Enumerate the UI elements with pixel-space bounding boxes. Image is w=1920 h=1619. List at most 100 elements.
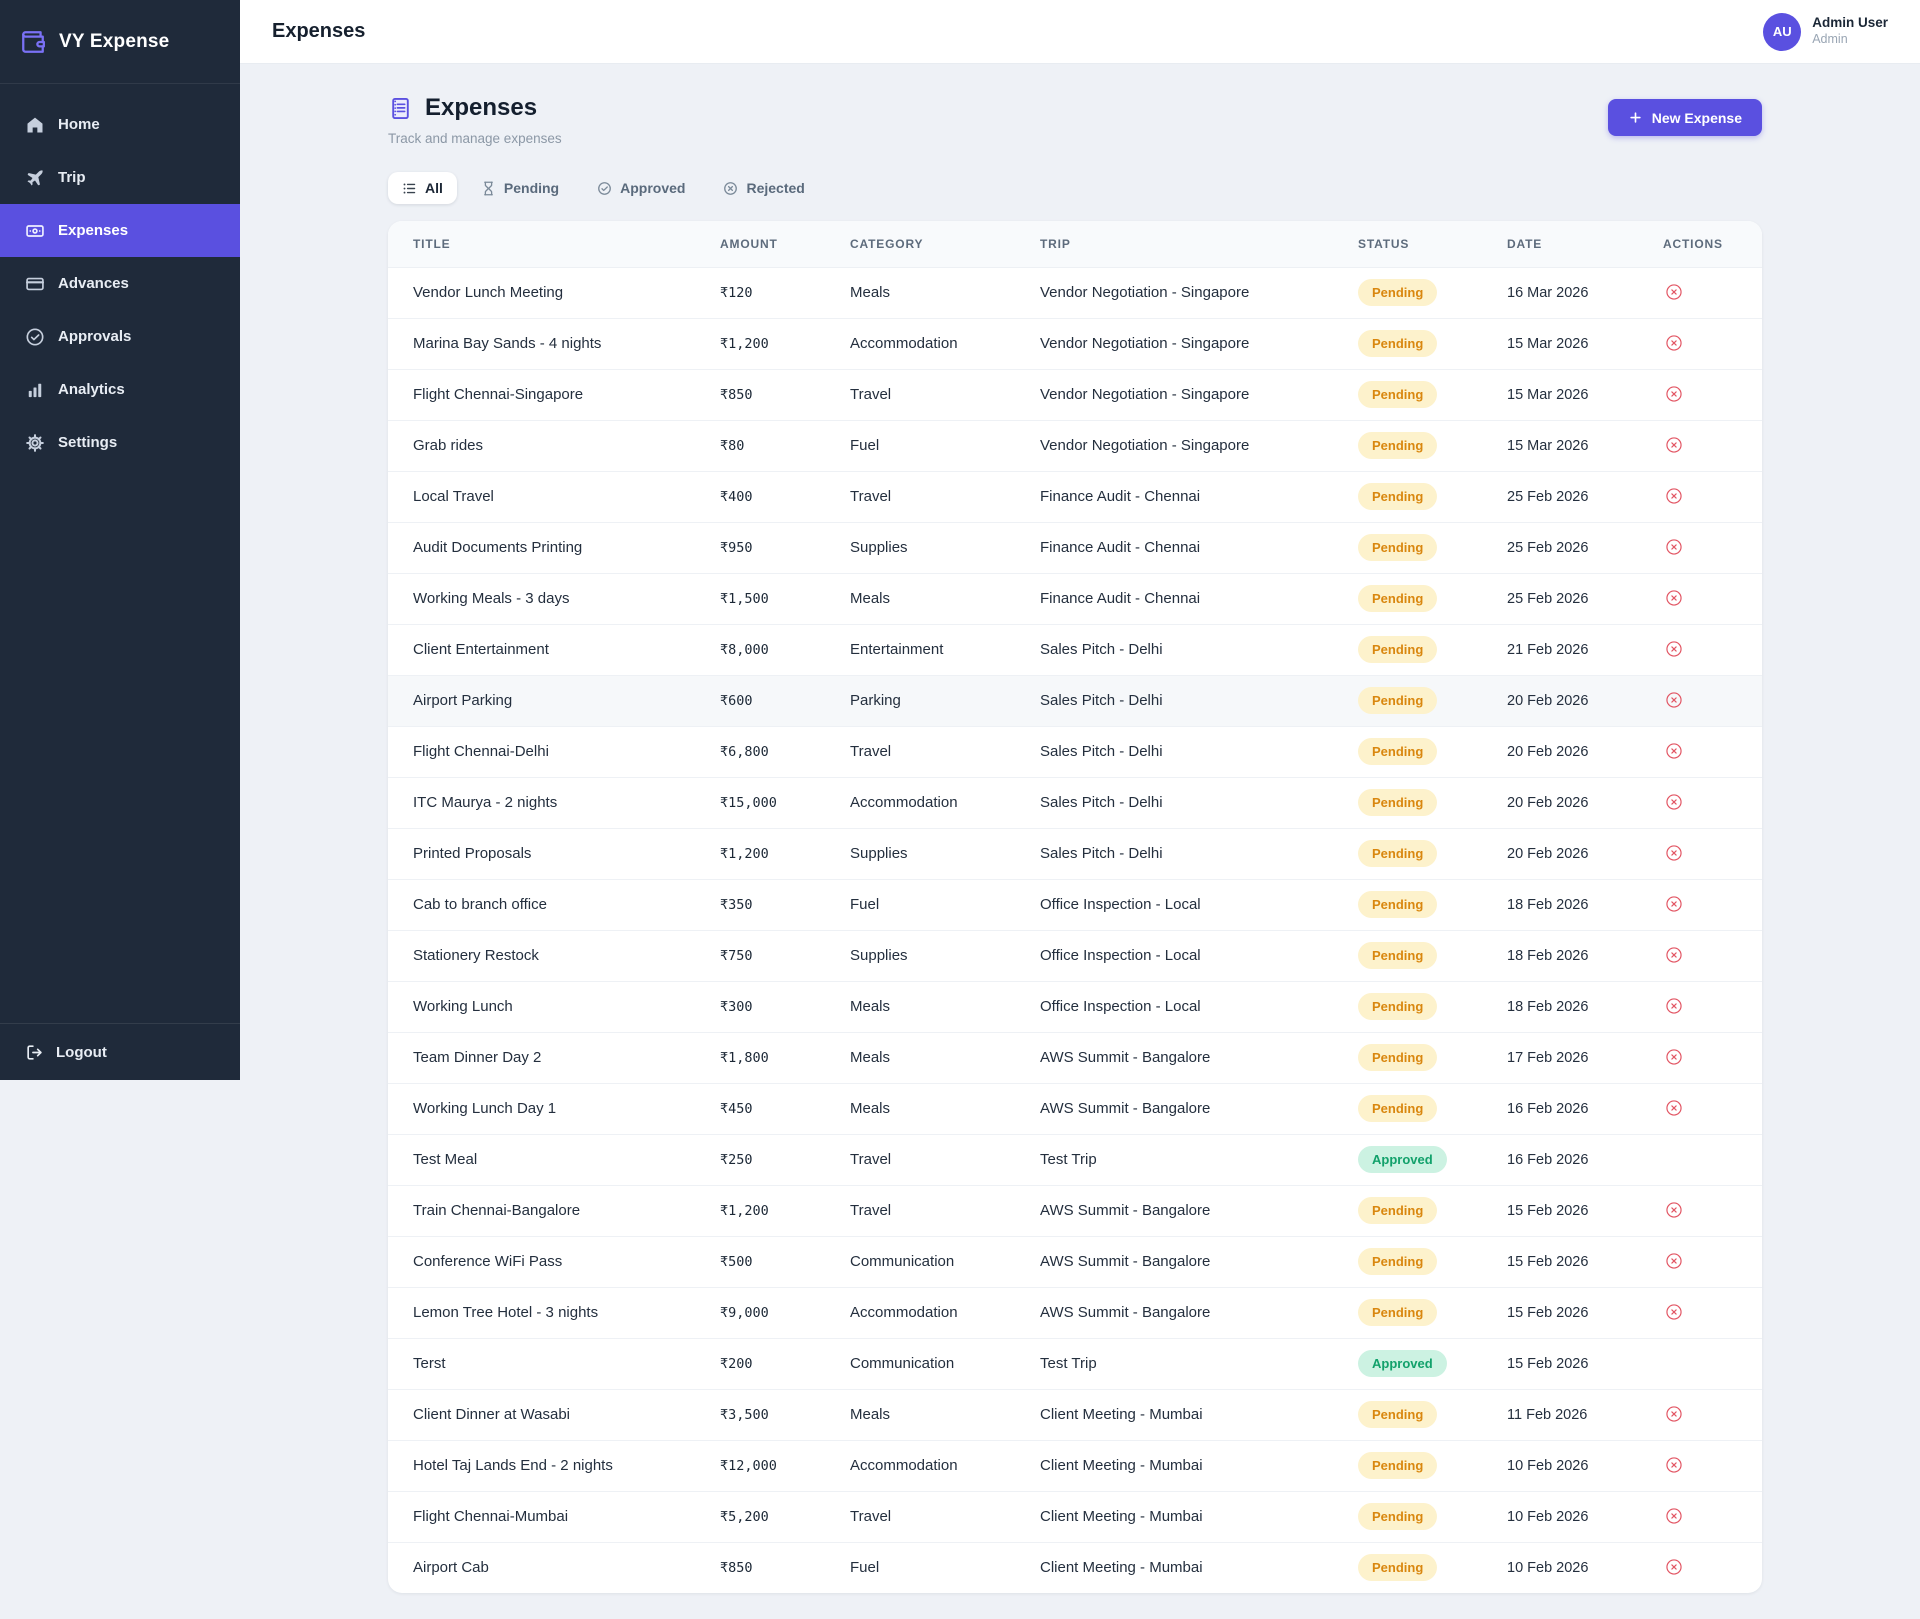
circle-x-icon bbox=[1665, 946, 1683, 964]
expense-title: Cab to branch office bbox=[388, 879, 720, 931]
circle-x-icon bbox=[1665, 1201, 1683, 1219]
reject-expense-button[interactable] bbox=[1663, 1403, 1685, 1425]
expense-trip: Finance Audit - Chennai bbox=[1040, 522, 1358, 574]
table-row: Working Lunch ₹300 Meals Office Inspecti… bbox=[388, 981, 1762, 1033]
reject-expense-button[interactable] bbox=[1663, 332, 1685, 354]
circle-x-icon bbox=[1665, 334, 1683, 352]
reject-expense-button[interactable] bbox=[1663, 944, 1685, 966]
expense-category: Fuel bbox=[850, 420, 1040, 472]
reject-expense-button[interactable] bbox=[1663, 1505, 1685, 1527]
table-row: Hotel Taj Lands End - 2 nights ₹12,000 A… bbox=[388, 1440, 1762, 1492]
expense-category: Entertainment bbox=[850, 624, 1040, 676]
circle-x-icon bbox=[1665, 691, 1683, 709]
expense-category: Meals bbox=[850, 1389, 1040, 1441]
expense-date: 15 Feb 2026 bbox=[1507, 1287, 1663, 1339]
reject-expense-button[interactable] bbox=[1663, 1301, 1685, 1323]
expense-date: 10 Feb 2026 bbox=[1507, 1440, 1663, 1492]
expenses-table: Title Amount Category Trip Status Date A… bbox=[388, 221, 1762, 1593]
expense-trip: Sales Pitch - Delhi bbox=[1040, 624, 1358, 676]
sidebar-item-logout[interactable]: Logout bbox=[0, 1023, 240, 1080]
expense-trip: Test Trip bbox=[1040, 1338, 1358, 1390]
reject-expense-button[interactable] bbox=[1663, 893, 1685, 915]
reject-expense-button[interactable] bbox=[1663, 1097, 1685, 1119]
sidebar-item-analytics[interactable]: Analytics bbox=[0, 363, 240, 416]
expense-trip: AWS Summit - Bangalore bbox=[1040, 1185, 1358, 1237]
status-badge: Pending bbox=[1358, 1044, 1438, 1071]
reject-expense-button[interactable] bbox=[1663, 1046, 1685, 1068]
expense-date: 10 Feb 2026 bbox=[1507, 1491, 1663, 1543]
new-expense-button[interactable]: New Expense bbox=[1607, 99, 1762, 136]
new-expense-label: New Expense bbox=[1651, 109, 1742, 126]
reject-expense-button[interactable] bbox=[1663, 1250, 1685, 1272]
sidebar-item-expenses[interactable]: Expenses bbox=[0, 204, 240, 257]
table-row: Team Dinner Day 2 ₹1,800 Meals AWS Summi… bbox=[388, 1032, 1762, 1084]
reject-expense-button[interactable] bbox=[1663, 689, 1685, 711]
sidebar-item-trip[interactable]: Trip bbox=[0, 151, 240, 204]
expense-amount: ₹300 bbox=[720, 981, 850, 1033]
table-row: Airport Parking ₹600 Parking Sales Pitch… bbox=[388, 675, 1762, 727]
expense-trip: AWS Summit - Bangalore bbox=[1040, 1083, 1358, 1135]
expense-date: 17 Feb 2026 bbox=[1507, 1032, 1663, 1084]
reject-expense-button[interactable] bbox=[1663, 485, 1685, 507]
reject-expense-button[interactable] bbox=[1663, 995, 1685, 1017]
reject-expense-button[interactable] bbox=[1663, 536, 1685, 558]
table-row: Flight Chennai-Singapore ₹850 Travel Ven… bbox=[388, 369, 1762, 421]
tab-approved[interactable]: Approved bbox=[583, 172, 699, 204]
expense-amount: ₹5,200 bbox=[720, 1491, 850, 1543]
plus-icon bbox=[1628, 110, 1643, 125]
reject-expense-button[interactable] bbox=[1663, 1556, 1685, 1578]
reject-expense-button[interactable] bbox=[1663, 842, 1685, 864]
reject-expense-button[interactable] bbox=[1663, 1454, 1685, 1476]
reject-expense-button[interactable] bbox=[1663, 281, 1685, 303]
tab-rejected[interactable]: Rejected bbox=[709, 172, 818, 204]
tab-pending[interactable]: Pending bbox=[467, 172, 573, 204]
table-row: Lemon Tree Hotel - 3 nights ₹9,000 Accom… bbox=[388, 1287, 1762, 1339]
expense-amount: ₹1,200 bbox=[720, 1185, 850, 1237]
reject-expense-button[interactable] bbox=[1663, 740, 1685, 762]
expense-amount: ₹1,200 bbox=[720, 828, 850, 880]
sidebar-item-advances[interactable]: Advances bbox=[0, 257, 240, 310]
sidebar-item-settings[interactable]: Settings bbox=[0, 416, 240, 469]
tab-all[interactable]: All bbox=[388, 172, 457, 204]
status-badge: Pending bbox=[1358, 738, 1438, 765]
expense-date: 20 Feb 2026 bbox=[1507, 828, 1663, 880]
circle-x-icon bbox=[1665, 1456, 1683, 1474]
reject-expense-button[interactable] bbox=[1663, 434, 1685, 456]
app-name: VY Expense bbox=[59, 30, 170, 52]
column-header-title: Title bbox=[388, 221, 720, 268]
expense-amount: ₹950 bbox=[720, 522, 850, 574]
expense-title: Client Entertainment bbox=[388, 624, 720, 676]
expense-title: Working Lunch bbox=[388, 981, 720, 1033]
circle-x-icon bbox=[1665, 1048, 1683, 1066]
table-row: Stationery Restock ₹750 Supplies Office … bbox=[388, 930, 1762, 982]
expense-category: Meals bbox=[850, 1083, 1040, 1135]
status-badge: Pending bbox=[1358, 1299, 1438, 1326]
sidebar-item-approvals[interactable]: Approvals bbox=[0, 310, 240, 363]
user-menu[interactable]: AU Admin User Admin bbox=[1763, 12, 1888, 51]
status-badge: Pending bbox=[1358, 636, 1438, 663]
table-row: Train Chennai-Bangalore ₹1,200 Travel AW… bbox=[388, 1185, 1762, 1237]
sidebar-item-label: Home bbox=[58, 116, 100, 133]
table-row: Cab to branch office ₹350 Fuel Office In… bbox=[388, 879, 1762, 931]
reject-expense-button[interactable] bbox=[1663, 587, 1685, 609]
reject-expense-button[interactable] bbox=[1663, 638, 1685, 660]
reject-expense-button[interactable] bbox=[1663, 1199, 1685, 1221]
expense-title: Conference WiFi Pass bbox=[388, 1236, 720, 1288]
reject-expense-button[interactable] bbox=[1663, 383, 1685, 405]
status-badge: Pending bbox=[1358, 534, 1438, 561]
expense-category: Meals bbox=[850, 1032, 1040, 1084]
expense-trip: Finance Audit - Chennai bbox=[1040, 471, 1358, 523]
reject-expense-button[interactable] bbox=[1663, 791, 1685, 813]
circle-x-icon bbox=[1665, 844, 1683, 862]
topbar-title: Expenses bbox=[272, 20, 366, 42]
wallet-icon bbox=[20, 29, 46, 55]
circle-x-icon bbox=[1665, 1099, 1683, 1117]
check-circle-icon bbox=[597, 181, 612, 196]
status-badge: Pending bbox=[1358, 483, 1438, 510]
sidebar-item-home[interactable]: Home bbox=[0, 98, 240, 151]
status-badge: Pending bbox=[1358, 1503, 1438, 1530]
expense-date: 18 Feb 2026 bbox=[1507, 930, 1663, 982]
expense-date: 16 Feb 2026 bbox=[1507, 1083, 1663, 1135]
page-subtitle: Track and manage expenses bbox=[388, 131, 562, 146]
circle-x-icon bbox=[1665, 997, 1683, 1015]
